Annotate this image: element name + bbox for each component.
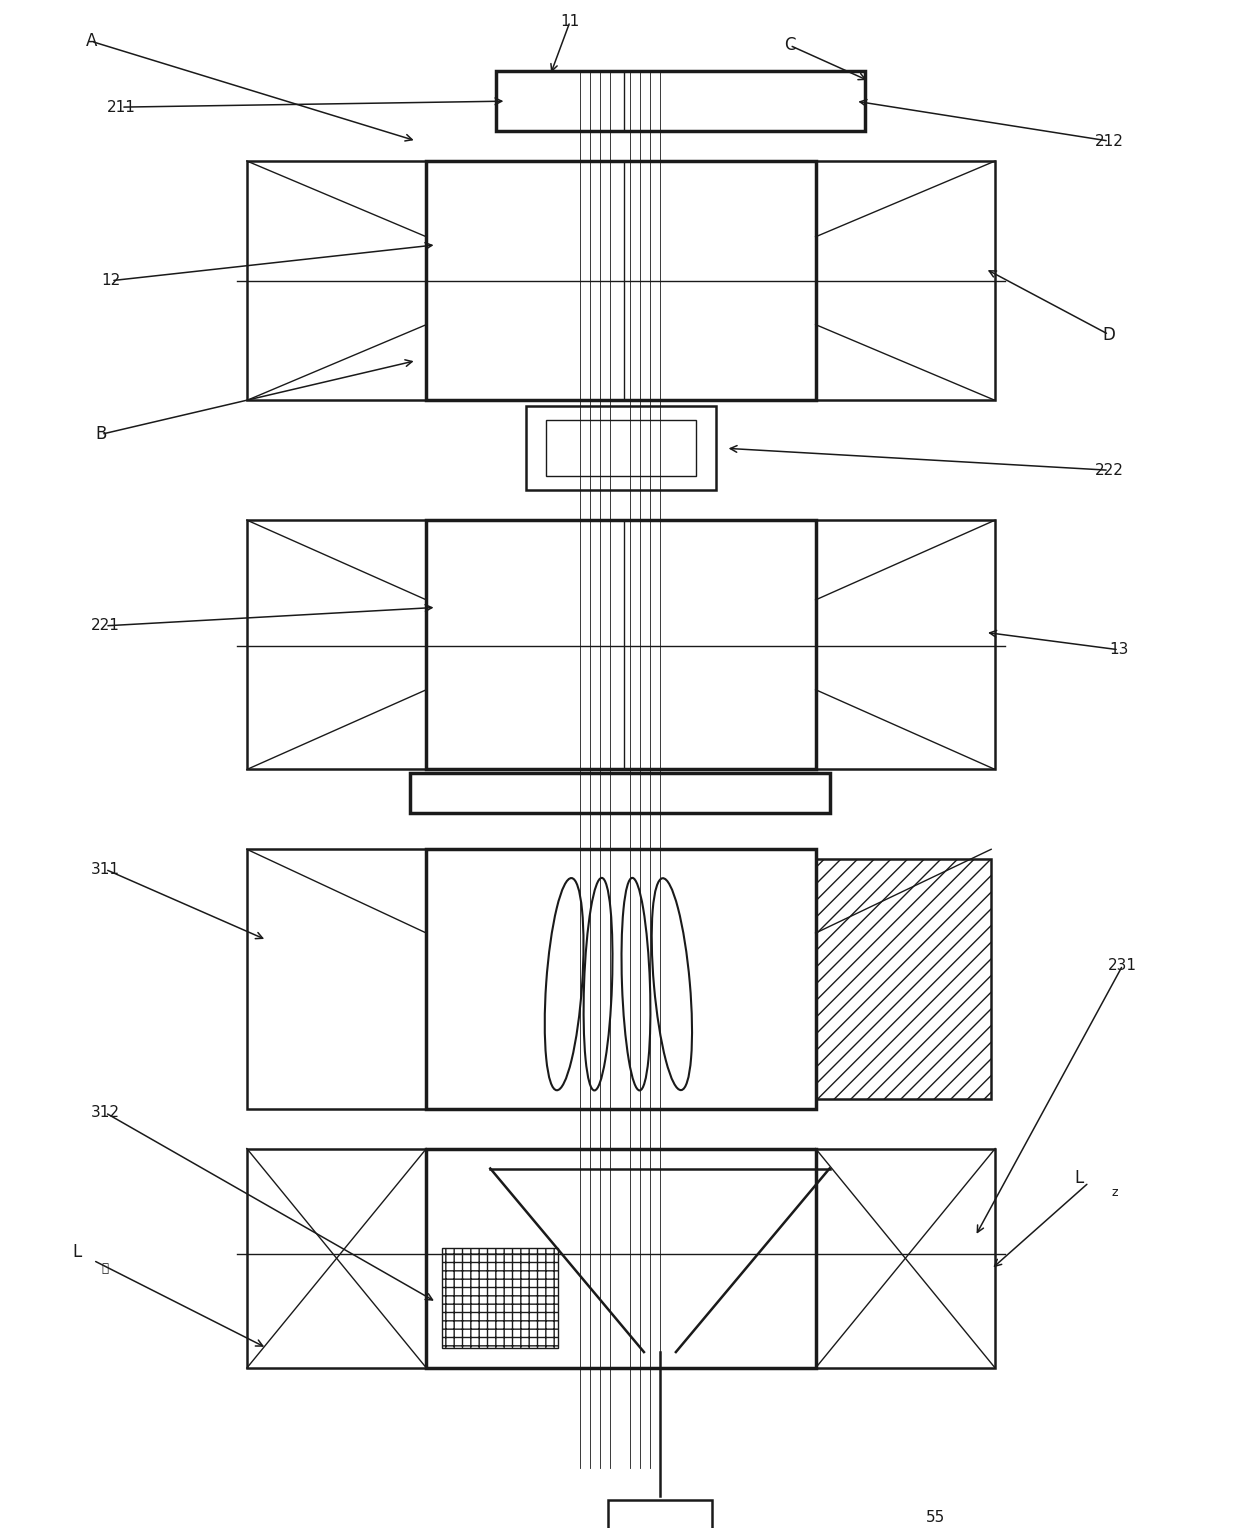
Bar (427, 849, 816, 1109)
Bar (247, 1148, 427, 1368)
Bar (816, 859, 991, 1099)
Text: 222: 222 (1095, 463, 1123, 477)
Text: C: C (784, 37, 795, 55)
Bar (816, 1148, 996, 1368)
Text: 55: 55 (926, 1511, 945, 1524)
Text: 12: 12 (102, 274, 120, 287)
Bar (410, 774, 830, 813)
Bar (816, 161, 996, 401)
Bar (247, 161, 427, 401)
Bar (546, 420, 696, 476)
Bar (608, 1500, 712, 1529)
Text: z: z (1111, 1187, 1118, 1199)
Text: 312: 312 (91, 1105, 119, 1121)
Text: 13: 13 (1110, 642, 1128, 657)
Bar (816, 520, 996, 769)
Text: 甲: 甲 (102, 1261, 109, 1275)
Text: A: A (86, 32, 97, 50)
Text: 311: 311 (91, 862, 119, 876)
Text: 231: 231 (1109, 957, 1137, 972)
Text: 221: 221 (91, 618, 119, 633)
Bar (427, 1148, 816, 1368)
Text: L: L (1074, 1170, 1084, 1188)
Text: B: B (95, 425, 107, 443)
Bar (247, 849, 427, 1109)
Text: D: D (1102, 326, 1115, 344)
Bar (443, 1248, 558, 1349)
Text: 11: 11 (560, 14, 580, 29)
Bar (427, 161, 816, 401)
Bar (526, 407, 715, 491)
Text: L: L (73, 1243, 82, 1261)
Text: 211: 211 (107, 99, 135, 115)
Bar (427, 520, 816, 769)
Bar (247, 520, 427, 769)
Bar (496, 72, 866, 131)
Text: 212: 212 (1095, 133, 1123, 148)
